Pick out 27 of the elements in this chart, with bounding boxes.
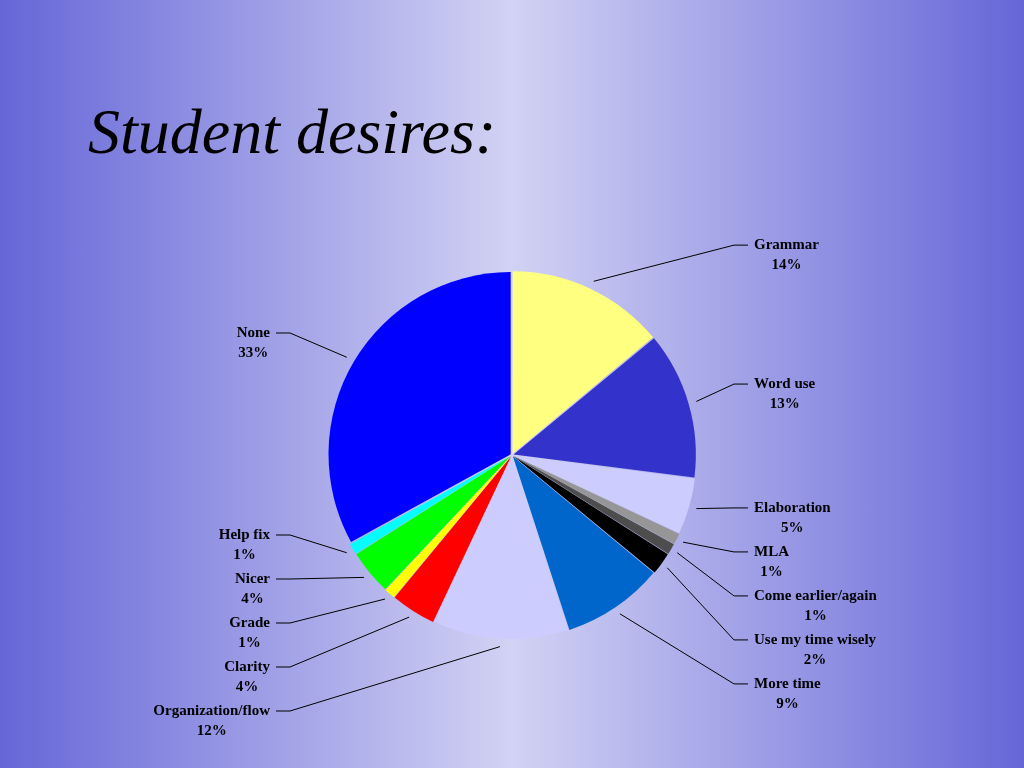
data-label: 4% [241,589,264,606]
chart-title: Student desires: [88,95,497,169]
data-label: 9% [776,694,799,711]
slice-label: Organization/flow [153,701,271,718]
slice-label: More time [753,674,822,691]
slice-label: Help fix [218,525,271,542]
data-label: 1% [804,606,827,623]
slice-label: Word use [754,374,816,391]
data-label: 4% [235,677,259,694]
slice-label: Use my time wisely [753,630,877,647]
data-label: 13% [769,394,800,411]
data-label: 12% [196,721,227,738]
slice-label: None [236,323,271,340]
slice-label: Clarity [224,657,271,674]
slice-label: Come earlier/again [753,586,878,603]
slice-label: Grammar [753,236,820,252]
data-label: 33% [238,343,269,360]
data-label: 1% [233,545,256,562]
data-label: 5% [781,518,804,535]
slice-label: Elaboration [753,498,832,515]
data-label: 1% [760,562,783,579]
slice-label: Nicer [235,569,271,586]
slice-label: MLA [754,542,790,559]
slice-label: Grade [229,613,271,630]
data-label: 2% [803,650,827,667]
data-label: 1% [238,633,261,650]
data-label: 14% [771,256,802,272]
